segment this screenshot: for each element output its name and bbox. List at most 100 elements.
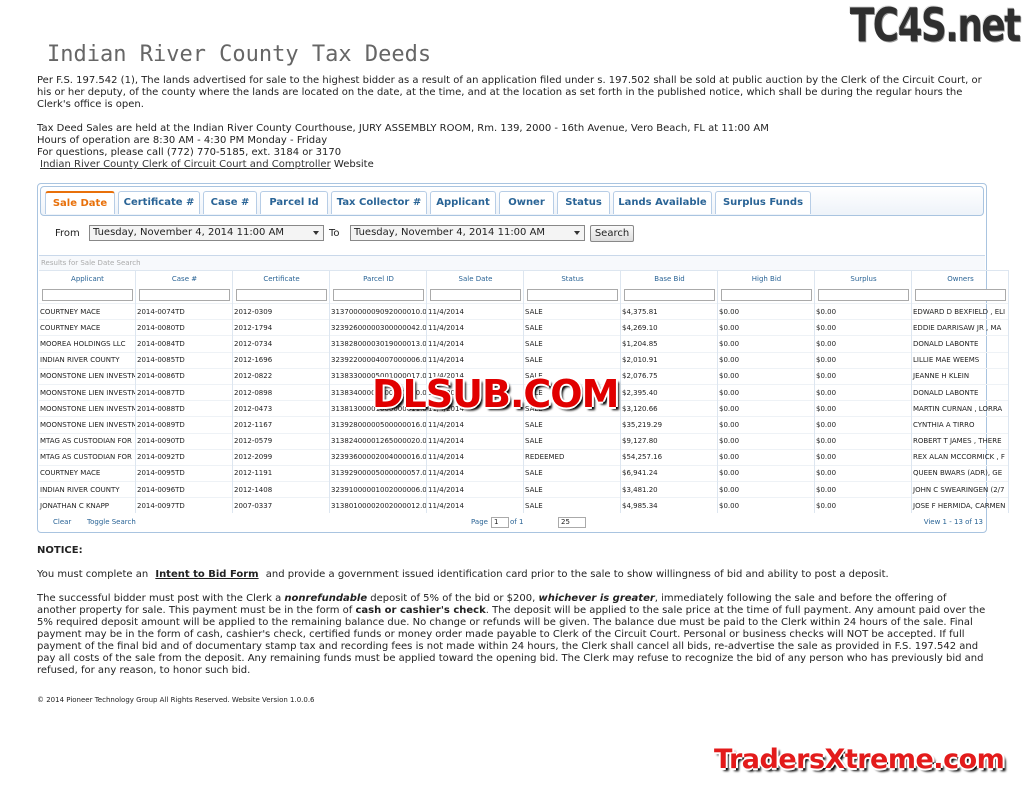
filter-input[interactable] — [139, 288, 230, 301]
page-size-select[interactable]: 25 — [558, 517, 586, 528]
page-input[interactable]: 1 — [491, 517, 509, 528]
table-body: COURTNEY MACE 2014-0074TD 2012-0309 3137000… — [39, 302, 1009, 514]
notice-p2: The successful bidder must post with the… — [37, 593, 987, 677]
table-cell: $2,395.40 — [620, 383, 718, 401]
table-cell: $0.00 — [717, 481, 815, 498]
page-label: Page — [471, 518, 488, 526]
tab[interactable]: Case # — [203, 191, 257, 214]
table-cell: $0.00 — [814, 481, 912, 498]
table-row[interactable]: INDIAN RIVER COUNTY 2014-0085TD 2012-1696 3… — [39, 351, 1009, 369]
table-row[interactable]: MOONSTONE LIEN INVESTM 2014-0089TD 2012-11… — [39, 416, 1009, 433]
table-cell: DONALD LABONTE — [911, 335, 1009, 353]
table-cell: 31370000009092000010.0 — [329, 302, 427, 320]
filter-input[interactable] — [430, 288, 521, 301]
column-header[interactable]: Owners — [911, 270, 1009, 286]
table-cell: MARTIN CURNAN , LORRA — [911, 400, 1009, 417]
table-row[interactable]: COURTNEY MACE 2014-0080TD 2012-1794 3239260… — [39, 319, 1009, 336]
to-label: To — [329, 228, 340, 239]
filter-cell — [814, 286, 912, 304]
table-cell: $0.00 — [814, 497, 912, 514]
column-header[interactable]: Certificate — [232, 270, 330, 286]
table-cell: 2014-0080TD — [135, 319, 233, 336]
table-row[interactable]: MOOREA HOLDINGS LLC 2014-0084TD 2012-0734 3… — [39, 335, 1009, 353]
table-row[interactable]: COURTNEY MACE 2014-0074TD 2012-0309 3137000… — [39, 302, 1009, 320]
notice-heading: NOTICE: — [37, 545, 83, 556]
table-cell: $0.00 — [717, 302, 815, 320]
table-cell: 2012-1408 — [232, 481, 330, 498]
table-cell: MOONSTONE LIEN INVESTM — [39, 367, 136, 385]
table-cell: 32393600002004000016.0 — [329, 448, 427, 466]
table-cell: 2014-0088TD — [135, 400, 233, 417]
clear-link[interactable]: Clear — [53, 518, 72, 526]
results-grid: Results for Sale Date Search Applicant Ca… — [39, 255, 1009, 514]
filter-input[interactable] — [624, 288, 715, 301]
page-title: Indian River County Tax Deeds — [47, 42, 432, 67]
table-row[interactable]: COURTNEY MACE 2014-0095TD 2012-1191 3139290… — [39, 464, 1009, 482]
column-header[interactable]: Status — [523, 270, 621, 286]
column-header[interactable]: High Bid — [717, 270, 815, 286]
to-select[interactable]: Tuesday, November 4, 2014 11:00 AM — [350, 225, 585, 241]
emphasis: cash or cashier's check — [355, 605, 486, 616]
table-cell: 32392600000300000042.0 — [329, 319, 427, 336]
table-row[interactable]: MOONSTONE LIEN INVESTM 2014-0086TD 2012-08… — [39, 367, 1009, 385]
table-row[interactable]: MOONSTONE LIEN INVESTM 2014-0088TD 2012-04… — [39, 400, 1009, 417]
table-cell: $54,257.16 — [620, 448, 718, 466]
intent-to-bid-link[interactable]: Intent to Bid Form — [155, 569, 259, 580]
filter-input[interactable] — [721, 288, 812, 301]
filter-input[interactable] — [333, 288, 424, 301]
table-cell: MTAG AS CUSTODIAN FOR — [39, 432, 136, 450]
tab[interactable]: Owner — [499, 191, 554, 214]
tab[interactable]: Sale Date — [45, 191, 115, 214]
table-cell: $0.00 — [717, 432, 815, 450]
column-header[interactable]: Applicant — [39, 270, 136, 286]
table-cell: $0.00 — [717, 383, 815, 401]
filter-input[interactable] — [915, 288, 1006, 301]
column-header[interactable]: Base Bid — [620, 270, 718, 286]
table-row[interactable]: MTAG AS CUSTODIAN FOR 2014-0092TD 2012-209… — [39, 448, 1009, 466]
table-cell: $0.00 — [814, 464, 912, 482]
hours-text: Hours of operation are 8:30 AM - 4:30 PM… — [37, 135, 328, 146]
column-header[interactable]: Case # — [135, 270, 233, 286]
column-header[interactable]: Parcel ID — [329, 270, 427, 286]
tab[interactable]: Certificate # — [118, 191, 200, 214]
table-cell: 2012-0734 — [232, 335, 330, 353]
from-select[interactable]: Tuesday, November 4, 2014 11:00 AM — [89, 225, 324, 241]
table-cell: 32392200004007000006.0 — [329, 351, 427, 369]
table-cell: 11/4/2014 — [426, 481, 524, 498]
search-widget: Sale Date Certificate # Case # Parcel Id Tax… — [37, 183, 1009, 533]
filter-input[interactable] — [527, 288, 618, 301]
table-row[interactable]: MOONSTONE LIEN INVESTM 2014-0087TD 2012-08… — [39, 383, 1009, 401]
clerk-link[interactable]: Indian River County Clerk of Circuit Cou… — [40, 159, 331, 170]
table-cell: JEANNE H KLEIN — [911, 367, 1009, 385]
table-cell: 31383300005001000017.0 — [329, 367, 427, 385]
table-cell: $0.00 — [717, 448, 815, 466]
column-header[interactable]: Surplus — [814, 270, 912, 286]
intro: Per F.S. 197.542 (1), The lands advertis… — [37, 75, 987, 171]
filter-input[interactable] — [42, 288, 133, 301]
table-cell: $0.00 — [717, 319, 815, 336]
table-cell: $0.00 — [814, 367, 912, 385]
tab[interactable]: Applicant — [430, 191, 496, 214]
table-cell: $0.00 — [814, 448, 912, 466]
search-button[interactable]: Search — [590, 225, 634, 242]
tab[interactable]: Status — [557, 191, 610, 214]
column-header[interactable]: Sale Date — [426, 270, 524, 286]
tab[interactable]: Parcel Id — [260, 191, 328, 214]
table-cell: EDWARD D BEXFIELD , ELI — [911, 302, 1009, 320]
toggle-search-link[interactable]: Toggle Search — [87, 518, 136, 526]
table-row[interactable]: JONATHAN C KNAPP 2014-0097TD 2007-0337 3138… — [39, 497, 1009, 514]
table-cell: 11/4/2014 — [426, 464, 524, 482]
table-row[interactable]: INDIAN RIVER COUNTY 2014-0096TD 2012-1408 3… — [39, 481, 1009, 498]
notice: NOTICE: You must complete an Intent to B… — [37, 545, 987, 689]
table-cell: COURTNEY MACE — [39, 464, 136, 482]
tab[interactable]: Surplus Funds — [715, 191, 811, 214]
tab[interactable]: Lands Available — [613, 191, 712, 214]
filter-input[interactable] — [236, 288, 327, 301]
table-cell: 11/4/2014 — [426, 319, 524, 336]
view-count: View 1 - 13 of 13 — [923, 518, 983, 526]
table-cell: $4,375.81 — [620, 302, 718, 320]
table-row[interactable]: MTAG AS CUSTODIAN FOR 2014-0090TD 2012-057… — [39, 432, 1009, 450]
filter-input[interactable] — [818, 288, 909, 301]
tab[interactable]: Tax Collector # — [331, 191, 427, 214]
